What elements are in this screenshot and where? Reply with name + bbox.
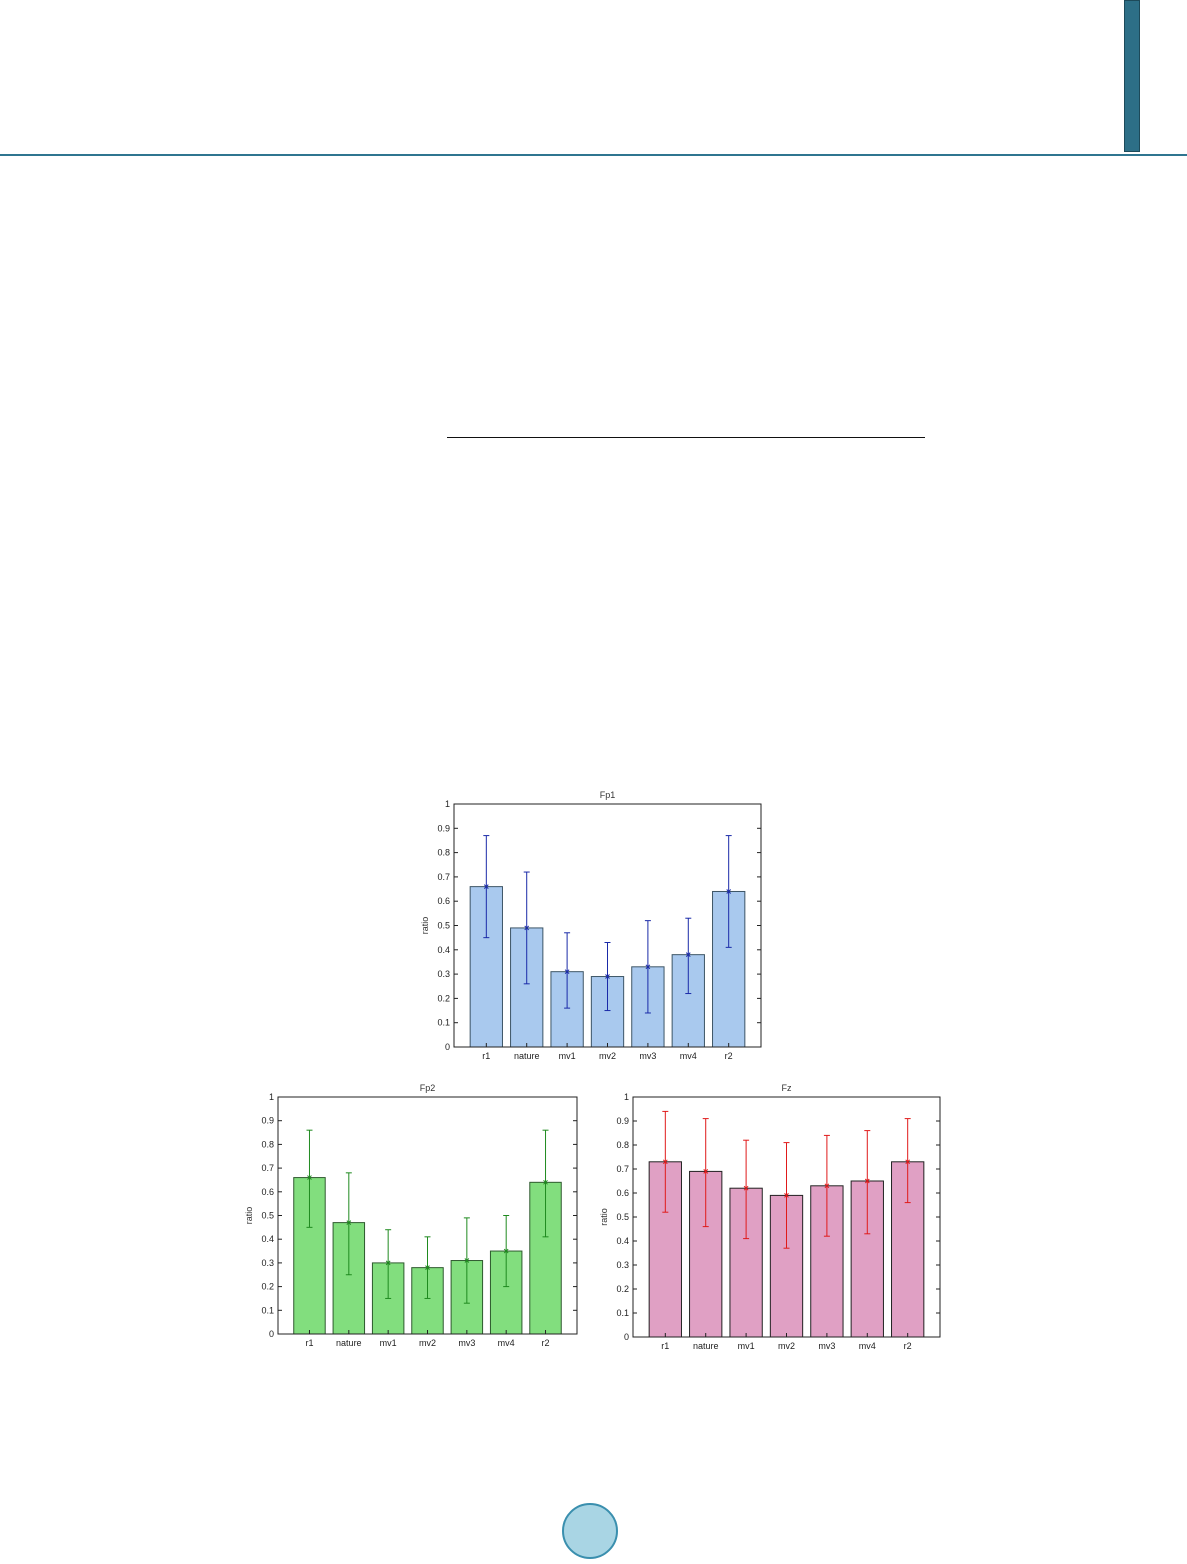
x-tick-label-mv4: mv4: [498, 1338, 515, 1348]
y-tick-label: 0.7: [616, 1164, 629, 1174]
y-tick-label: 0.2: [437, 993, 450, 1003]
error-bar-mv2: [783, 1142, 790, 1249]
y-axis-label: ratio: [244, 1207, 254, 1225]
x-tick-label-nature: nature: [336, 1338, 362, 1348]
y-tick-label: 0.2: [261, 1282, 274, 1292]
y-tick-label: 0.6: [261, 1187, 274, 1197]
error-bar-r2: [904, 1118, 911, 1204]
error-bar-r1: [662, 1110, 669, 1213]
y-tick-label: 0.9: [437, 823, 450, 833]
error-bar-r1: [306, 1129, 313, 1228]
x-tick-label-mv1: mv1: [738, 1341, 755, 1351]
y-tick-label: 0: [445, 1042, 450, 1052]
y-tick-label: 1: [445, 799, 450, 809]
y-tick-label: 0.6: [437, 896, 450, 906]
y-tick-label: 0.3: [616, 1260, 629, 1270]
error-bar-mv3: [644, 920, 651, 1014]
error-bar-r2: [725, 835, 732, 948]
y-tick-label: 0.8: [616, 1140, 629, 1150]
error-bar-mv1: [564, 932, 571, 1009]
error-bar-mv1: [385, 1229, 392, 1299]
x-tick-label-r1: r1: [661, 1341, 669, 1351]
y-tick-label: 0.4: [437, 945, 450, 955]
error-bar-nature: [702, 1118, 709, 1228]
chart-title: Fp2: [420, 1083, 436, 1093]
x-tick-label-mv4: mv4: [680, 1051, 697, 1061]
y-axis-label: ratio: [420, 917, 430, 935]
y-tick-label: 0.6: [616, 1188, 629, 1198]
error-bar-mv3: [823, 1134, 830, 1237]
y-tick-label: 0.4: [616, 1236, 629, 1246]
chart-title: Fp1: [600, 790, 616, 800]
error-bar-mv4: [503, 1215, 510, 1288]
y-tick-label: 0.1: [437, 1018, 450, 1028]
x-tick-label-nature: nature: [514, 1051, 540, 1061]
x-tick-label-mv2: mv2: [778, 1341, 795, 1351]
error-bar-nature: [345, 1172, 352, 1276]
error-bar-mv4: [864, 1130, 871, 1235]
y-tick-label: 0.2: [616, 1284, 629, 1294]
y-tick-label: 0.1: [261, 1305, 274, 1315]
x-tick-label-r2: r2: [542, 1338, 550, 1348]
error-bar-mv4: [685, 917, 692, 995]
y-tick-label: 1: [269, 1092, 274, 1102]
chart-fp1: Fp1 ratio 0 0.1 0.2 0.3 0.4 0.5 0.6 0.7 0.8 0.9 1 r1 n…: [420, 790, 762, 1061]
y-tick-label: 0: [624, 1332, 629, 1342]
page-number-badge: [562, 1503, 618, 1559]
error-bar-mv2: [424, 1236, 431, 1299]
x-tick-label-mv1: mv1: [559, 1051, 576, 1061]
bar-mv2: [590, 976, 625, 1048]
x-tick-label-mv3: mv3: [639, 1051, 656, 1061]
x-tick-label-r2: r2: [725, 1051, 733, 1061]
error-bar-mv2: [604, 942, 611, 1012]
header-rule: [0, 154, 1187, 156]
y-tick-label: 0.4: [261, 1234, 274, 1244]
y-tick-label: 0.7: [437, 872, 450, 882]
y-tick-label: 0: [269, 1329, 274, 1339]
x-tick-label-r1: r1: [305, 1338, 313, 1348]
x-tick-label-mv2: mv2: [419, 1338, 436, 1348]
y-tick-label: 0.8: [261, 1139, 274, 1149]
chart-fz: Fz ratio 0 0.1 0.2 0.3 0.4 0.5 0.6 0.7 0.8 0.9 1 r1 na…: [599, 1083, 941, 1351]
equation-line: [447, 437, 925, 438]
y-tick-label: 0.5: [261, 1211, 274, 1221]
y-tick-label: 0.3: [437, 969, 450, 979]
y-axis-label: ratio: [599, 1208, 609, 1226]
y-tick-label: 0.8: [437, 848, 450, 858]
error-bar-mv3: [463, 1217, 470, 1304]
y-tick-label: 0.9: [616, 1116, 629, 1126]
error-bar-nature: [523, 871, 530, 985]
y-tick-label: 0.1: [616, 1308, 629, 1318]
x-tick-label-mv1: mv1: [380, 1338, 397, 1348]
chart-title: Fz: [782, 1083, 792, 1093]
y-tick-label: 0.7: [261, 1163, 274, 1173]
x-tick-label-r1: r1: [482, 1051, 490, 1061]
x-tick-label-mv2: mv2: [599, 1051, 616, 1061]
error-bar-r1: [483, 835, 490, 939]
y-tick-label: 0.5: [616, 1212, 629, 1222]
y-tick-label: 0.3: [261, 1258, 274, 1268]
y-tick-label: 0.5: [437, 921, 450, 931]
y-tick-label: 1: [624, 1092, 629, 1102]
error-bar-r2: [542, 1129, 549, 1238]
side-tab: [1124, 0, 1140, 152]
x-tick-label-nature: nature: [693, 1341, 719, 1351]
y-tick-label: 0.9: [261, 1116, 274, 1126]
chart-fp2: Fp2 ratio 0 0.1 0.2 0.3 0.4 0.5 0.6 0.7 0.8 0.9 1 r1 n…: [244, 1083, 578, 1348]
x-tick-label-mv3: mv3: [458, 1338, 475, 1348]
error-bar-mv1: [743, 1139, 750, 1240]
x-tick-label-mv3: mv3: [818, 1341, 835, 1351]
x-tick-label-mv4: mv4: [859, 1341, 876, 1351]
x-tick-label-r2: r2: [904, 1341, 912, 1351]
